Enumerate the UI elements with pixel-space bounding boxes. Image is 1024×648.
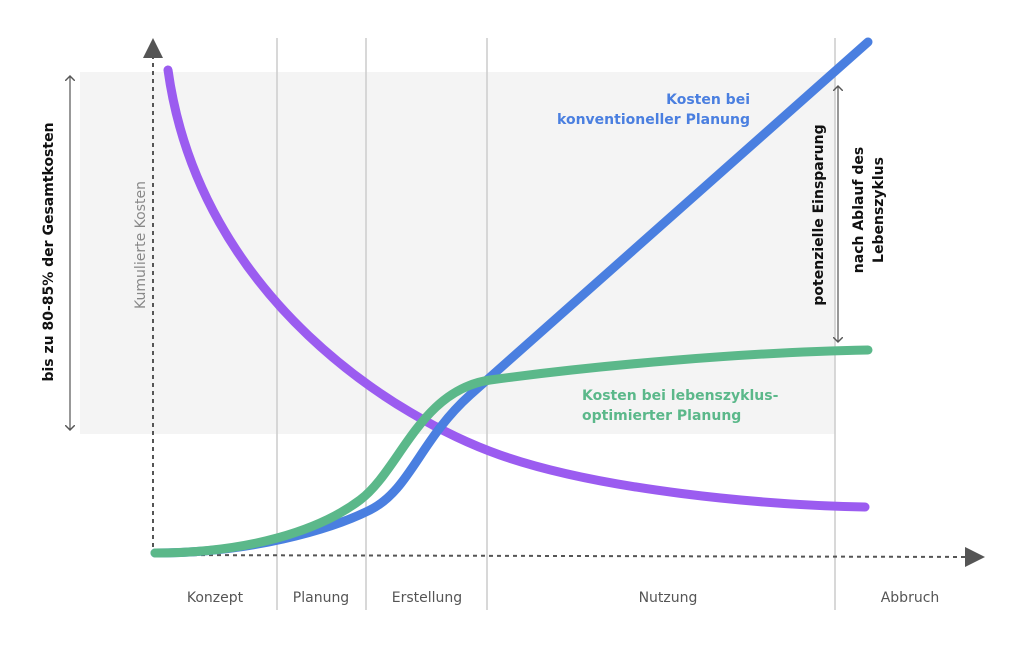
savings-note: nach Ablauf des (851, 147, 867, 273)
optimized-label: Kosten bei lebenszyklus- (582, 388, 779, 404)
influence-curve (163, 65, 870, 512)
conventional-label: Kosten bei (666, 92, 750, 108)
conventional-label: konventioneller Planung (557, 112, 750, 128)
phase-label: Planung (293, 590, 349, 606)
phase-label: Abbruch (881, 590, 940, 606)
highlight-band (80, 72, 835, 434)
left-label: bis zu 80-85% der Gesamtkosten (41, 122, 57, 381)
phase-label: Konzept (187, 590, 244, 606)
y-axis-label: Kumulierte Kosten (133, 181, 149, 309)
optimized-label: optimierter Planung (582, 408, 741, 424)
phase-label: Erstellung (392, 590, 462, 606)
x-axis (152, 546, 985, 567)
optimized-curve (150, 345, 873, 558)
savings-note: Lebenszyklus (871, 157, 887, 263)
phase-label: Nutzung (639, 590, 698, 606)
savings-label: potenzielle Einsparung (811, 124, 827, 305)
